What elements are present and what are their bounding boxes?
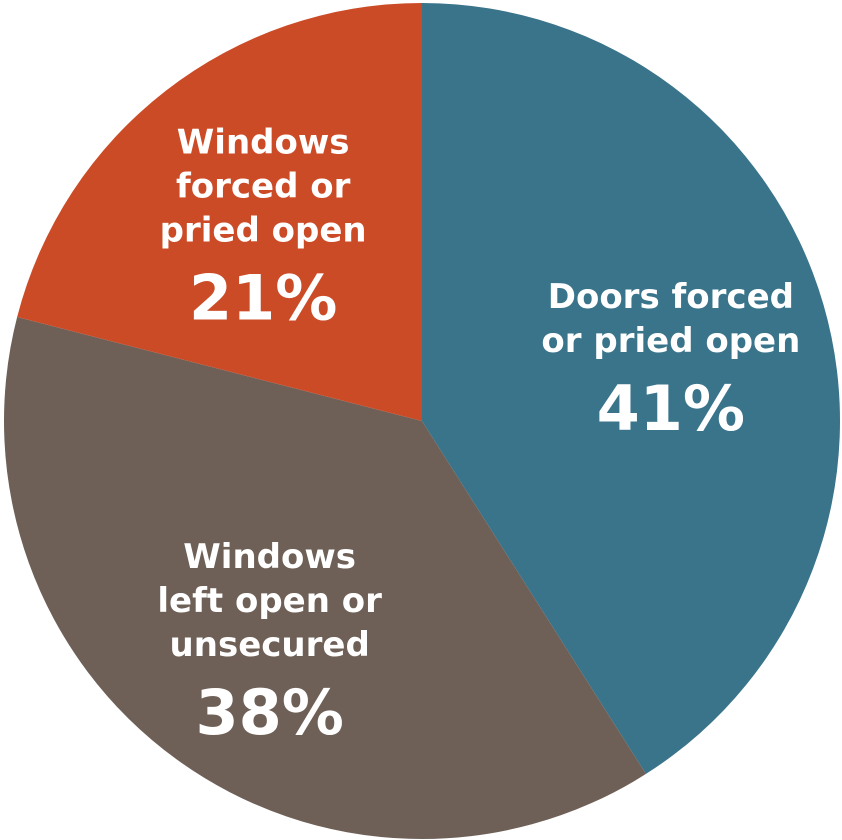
slice-category-label: Doors forced: [548, 277, 794, 317]
slice-category-label: forced or: [176, 166, 351, 206]
slice-value-label: 41%: [597, 372, 745, 445]
slice-category-label: Windows: [177, 122, 350, 162]
slice-category-label: Windows: [183, 537, 356, 577]
pie-slices: [3, 3, 840, 840]
slice-value-label: 38%: [195, 676, 343, 749]
slice-category-label: pried open: [160, 210, 367, 250]
slice-category-label: left open or: [157, 581, 382, 621]
slice-category-label: or pried open: [541, 321, 800, 361]
slice-category-label: unsecured: [170, 625, 370, 665]
slice-value-label: 21%: [189, 261, 337, 334]
pie-slice: [17, 3, 423, 421]
pie-slice: [3, 317, 646, 840]
pie-slice: [422, 3, 840, 774]
